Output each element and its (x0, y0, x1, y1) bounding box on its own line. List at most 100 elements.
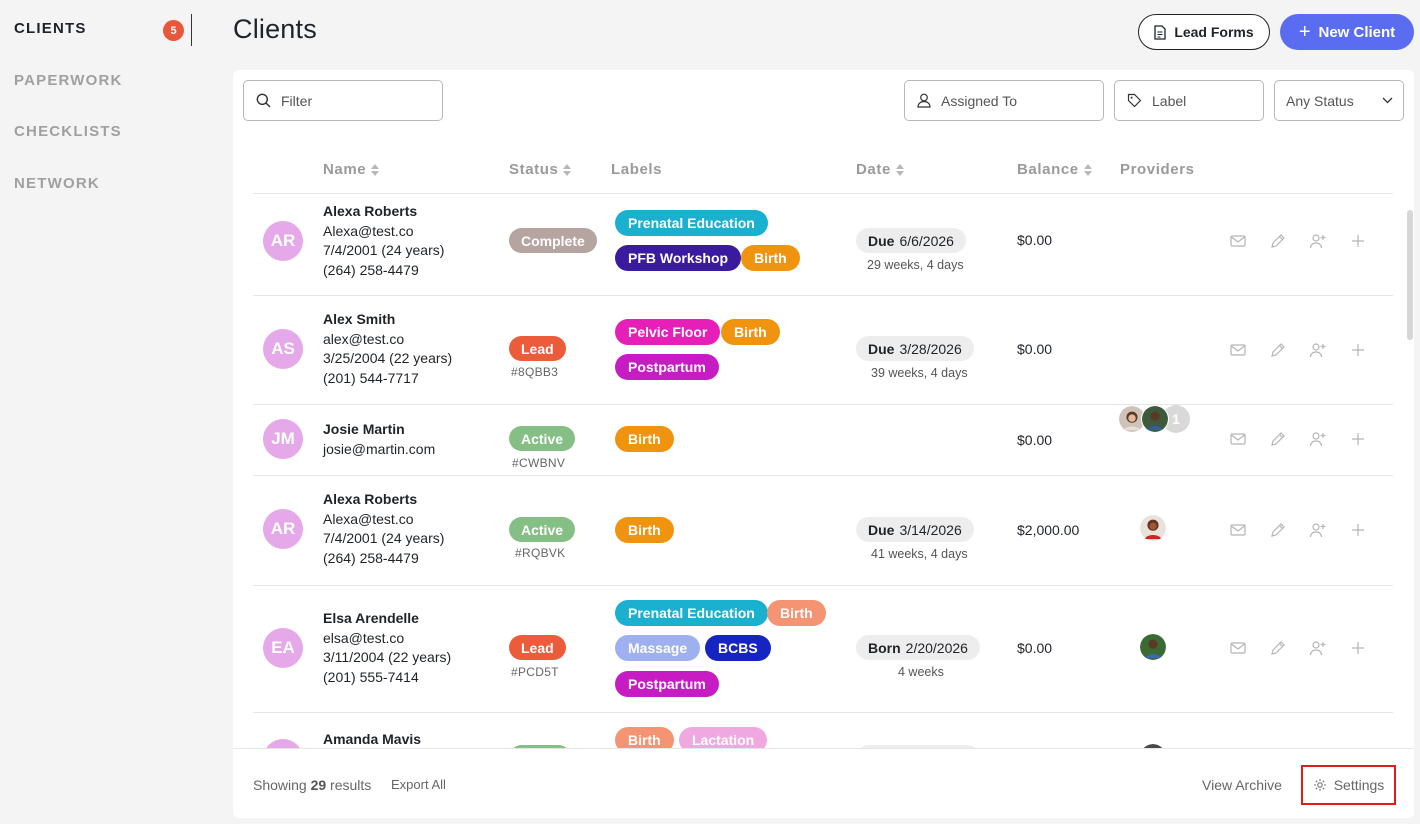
page-title: Clients (233, 14, 317, 44)
mail-icon[interactable] (1229, 341, 1247, 359)
settings-button[interactable]: Settings (1301, 765, 1396, 805)
status-select-value: Any Status (1286, 92, 1354, 109)
plus-icon[interactable] (1349, 430, 1367, 448)
edit-icon[interactable] (1269, 232, 1287, 250)
edit-icon[interactable] (1269, 639, 1287, 657)
table-row[interactable]: AR Alexa Roberts Alexa@test.co 7/4/2001 … (233, 476, 1414, 585)
lead-forms-button[interactable]: Lead Forms (1138, 14, 1270, 50)
export-all-link[interactable]: Export All (391, 777, 446, 792)
sidebar-item-network[interactable]: NETWORK (14, 175, 100, 192)
plus-icon[interactable] (1349, 341, 1367, 359)
assigned-to-select[interactable]: Assigned To (904, 80, 1104, 121)
client-name[interactable]: Alexa Roberts (323, 203, 418, 219)
sort-icon (1083, 163, 1093, 177)
mail-icon[interactable] (1229, 521, 1247, 539)
client-name[interactable]: Alexa Roberts (323, 491, 418, 507)
label-tag: Birth (767, 600, 826, 626)
table-row[interactable]: EA Elsa Arendelle elsa@test.co 3/11/2004… (233, 586, 1414, 712)
sidebar-item-paperwork[interactable]: PAPERWORK (14, 72, 123, 89)
row-divider (253, 193, 1393, 194)
column-header-date[interactable]: Date (856, 161, 905, 178)
client-dob: 3/11/2004 (22 years) (323, 649, 452, 665)
add-provider-icon[interactable] (1309, 521, 1327, 539)
label-tag: Birth (615, 727, 674, 748)
client-name[interactable]: Josie Martin (323, 421, 405, 437)
balance-value: $0.00 (1017, 341, 1053, 357)
sidebar-divider (191, 14, 192, 46)
balance-value: $0.00 (1017, 640, 1053, 656)
provider-avatar[interactable] (1139, 514, 1167, 542)
column-header-balance[interactable]: Balance (1017, 161, 1093, 178)
sidebar-item-checklists[interactable]: CHECKLISTS (14, 123, 122, 140)
provider-avatar[interactable] (1118, 405, 1146, 433)
new-client-button[interactable]: + New Client (1280, 14, 1414, 50)
client-info: Josie Martin josie@martin.com (323, 420, 435, 459)
label-tag: Birth (721, 319, 780, 345)
avatar: EA (263, 628, 303, 668)
view-archive-link[interactable]: View Archive (1202, 777, 1282, 793)
date-badge: Due 6/6/2026 (856, 228, 966, 253)
table-row[interactable]: Amanda Mavis Birth Lactation (233, 713, 1414, 748)
plus-icon[interactable] (1349, 232, 1367, 250)
avatar: AR (263, 509, 303, 549)
date-subtext: 4 weeks (898, 665, 944, 679)
row-divider (253, 712, 1393, 713)
chevron-down-icon (1382, 97, 1393, 104)
edit-icon[interactable] (1269, 521, 1287, 539)
mail-icon[interactable] (1229, 232, 1247, 250)
client-name[interactable]: Elsa Arendelle (323, 610, 419, 626)
clients-count-badge: 5 (163, 20, 184, 41)
client-name[interactable]: Amanda Mavis (323, 731, 422, 747)
tag-icon (1127, 93, 1142, 108)
client-phone: (201) 555-7414 (323, 668, 419, 685)
sort-icon (371, 163, 380, 177)
mail-icon[interactable] (1229, 430, 1247, 448)
sort-icon (895, 163, 905, 177)
avatar: AS (263, 329, 303, 369)
row-divider (253, 475, 1393, 476)
label-tag: Lactation (679, 727, 768, 748)
column-header-name[interactable]: Name (323, 161, 380, 178)
filter-input[interactable]: Filter (243, 80, 443, 121)
table-row[interactable]: AS Alex Smith alex@test.co 3/25/2004 (22… (233, 296, 1414, 433)
mail-icon[interactable] (1229, 639, 1247, 657)
add-provider-icon[interactable] (1309, 232, 1327, 250)
client-info: Elsa Arendelle elsa@test.co 3/11/2004 (2… (323, 609, 451, 687)
plus-icon[interactable] (1349, 521, 1367, 539)
client-info: Alexa Roberts Alexa@test.co 7/4/2001 (24… (323, 490, 444, 568)
status-badge: Complete (509, 228, 597, 253)
plus-icon[interactable] (1349, 639, 1367, 657)
label-tag: Birth (741, 245, 800, 271)
add-provider-icon[interactable] (1309, 639, 1327, 657)
provider-avatar[interactable] (1139, 633, 1167, 661)
filter-placeholder: Filter (281, 92, 313, 109)
add-provider-icon[interactable] (1309, 341, 1327, 359)
label-select[interactable]: Label (1114, 80, 1264, 121)
client-name[interactable]: Alex Smith (323, 311, 396, 327)
clients-panel: Filter Assigned To Label Any Status Name… (233, 70, 1414, 818)
row-divider (253, 585, 1393, 586)
avatar: JM (263, 419, 303, 459)
plus-icon: + (1298, 21, 1311, 43)
new-client-label: New Client (1318, 23, 1396, 41)
client-email: alex@test.co (323, 330, 405, 347)
column-header-status[interactable]: Status (509, 161, 572, 178)
edit-icon[interactable] (1269, 430, 1287, 448)
add-provider-icon[interactable] (1309, 430, 1327, 448)
status-badge: Active (509, 426, 576, 451)
edit-icon[interactable] (1269, 341, 1287, 359)
scrollbar[interactable] (1407, 210, 1413, 340)
sidebar-item-clients[interactable]: CLIENTS (14, 20, 87, 37)
settings-label: Settings (1333, 777, 1385, 793)
label-tag: Birth (615, 426, 674, 452)
table-row[interactable]: AR Alexa Roberts Alexa@test.co 7/4/2001 … (233, 194, 1414, 295)
provider-avatar[interactable] (1141, 405, 1169, 433)
table-footer: Showing 29 results Export All View Archi… (233, 748, 1414, 818)
sidebar: CLIENTS 5 PAPERWORK CHECKLISTS NETWORK (0, 0, 200, 824)
status-select[interactable]: Any Status (1274, 80, 1404, 121)
date-subtext: 41 weeks, 4 days (871, 547, 968, 561)
table-row[interactable]: JM Josie Martin josie@martin.com Active … (233, 405, 1414, 475)
column-header-providers: Providers (1120, 161, 1195, 178)
client-code: #PCD5T (511, 665, 559, 679)
date-badge: Due 3/14/2026 (856, 517, 974, 542)
